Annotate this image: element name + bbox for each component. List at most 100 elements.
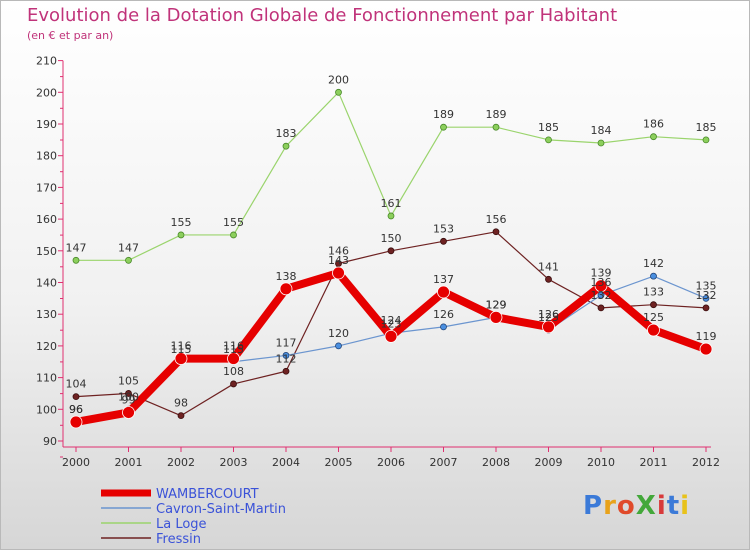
data-point-wambercourt — [647, 323, 660, 337]
data-label-fressin: 150 — [381, 232, 402, 245]
y-tick-label: 170 — [36, 181, 57, 194]
x-tick-label: 2001 — [115, 456, 143, 469]
data-label-cavron-saint-martin: 125 — [538, 311, 559, 324]
data-point-fressin — [702, 304, 710, 312]
data-point-wambercourt — [332, 266, 345, 280]
data-label-fressin: 98 — [174, 397, 188, 410]
data-label-fressin: 141 — [538, 260, 559, 273]
data-point-wambercourt — [279, 282, 293, 296]
data-label-wambercourt: 138 — [276, 270, 297, 283]
data-label-la-loge: 184 — [591, 124, 612, 137]
data-point-fressin — [440, 237, 447, 245]
data-label-wambercourt: 99 — [122, 393, 136, 406]
axes: 90 100 110 120 130 140 150 160 170 180 190 200 210 20… — [36, 55, 720, 469]
data-label-fressin: 108 — [223, 365, 244, 378]
data-label-la-loge: 161 — [381, 197, 402, 210]
data-label-fressin: 146 — [328, 244, 349, 257]
legend-label-cavron-saint-martin: Cavron-Saint-Martin — [156, 502, 286, 517]
data-label-wambercourt: 125 — [643, 311, 664, 324]
data-point-la-loge — [125, 256, 132, 264]
data-label-wambercourt: 123 — [381, 317, 402, 330]
data-label-la-loge: 183 — [276, 127, 297, 140]
x-tick-label: 2009 — [535, 456, 563, 469]
data-point-fressin — [492, 228, 500, 236]
data-point-la-loge — [230, 231, 237, 239]
data-label-wambercourt: 96 — [69, 403, 83, 416]
data-point-fressin — [597, 304, 605, 312]
data-label-cavron-saint-martin: 142 — [643, 257, 664, 270]
x-tick-label: 2011 — [640, 456, 668, 469]
data-point-la-loge — [335, 88, 342, 96]
data-label-fressin: 156 — [486, 213, 507, 226]
x-tick-label: 2007 — [430, 456, 458, 469]
data-label-wambercourt: 116 — [171, 340, 192, 353]
y-tick-label: 150 — [36, 245, 57, 258]
data-point-wambercourt — [489, 310, 503, 324]
data-label-fressin: 105 — [118, 374, 139, 387]
data-label-cavron-saint-martin: 120 — [328, 327, 349, 340]
data-label-la-loge: 185 — [538, 121, 559, 134]
data-point-la-loge — [597, 139, 605, 147]
data-label-la-loge: 155 — [223, 216, 244, 229]
data-label-wambercourt: 116 — [223, 340, 244, 353]
data-label-cavron-saint-martin: 135 — [696, 279, 717, 292]
data-label-fressin: 153 — [433, 222, 454, 235]
x-tick-label: 2000 — [62, 456, 90, 469]
y-tick-label: 110 — [36, 372, 57, 385]
data-label-fressin: 132 — [591, 289, 612, 302]
data-point-fressin — [335, 260, 342, 267]
data-point-la-loge — [177, 231, 185, 239]
legend-label-fressin: Fressin — [156, 532, 201, 547]
data-point-fressin — [650, 301, 657, 309]
data-point-fressin — [230, 380, 237, 388]
y-tick-label: 140 — [36, 277, 57, 290]
data-point-fressin — [282, 367, 290, 375]
data-label-wambercourt: 137 — [433, 273, 454, 286]
data-label-cavron-saint-martin: 115 — [223, 343, 244, 356]
logo-letter: P — [583, 491, 604, 521]
data-label-cavron-saint-martin: 129 — [486, 298, 507, 311]
data-label-la-loge: 147 — [118, 241, 139, 254]
data-point-wambercourt — [437, 285, 450, 299]
data-point-cavron-saint-martin — [282, 352, 290, 359]
x-tick-label: 2012 — [692, 456, 720, 469]
x-tick-label: 2004 — [272, 456, 300, 469]
series-layer — [69, 88, 713, 429]
data-point-la-loge — [440, 123, 447, 131]
data-point-fressin — [545, 275, 552, 283]
data-label-la-loge: 189 — [486, 108, 507, 121]
x-tick-label: 2006 — [377, 456, 405, 469]
data-label-cavron-saint-martin: 136 — [591, 276, 612, 289]
data-point-la-loge — [545, 136, 552, 144]
data-point-la-loge — [387, 212, 395, 220]
data-label-fressin: 104 — [66, 378, 87, 391]
logo-letter: i — [680, 491, 691, 521]
x-tick-label: 2008 — [482, 456, 510, 469]
data-label-cavron-saint-martin: 124 — [381, 314, 402, 327]
data-label-wambercourt: 139 — [591, 267, 612, 280]
data-label-la-loge: 147 — [66, 241, 87, 254]
data-point-wambercourt — [594, 279, 608, 293]
data-point-cavron-saint-martin — [597, 291, 605, 299]
y-tick-label: 100 — [36, 403, 57, 416]
data-label-wambercourt: 126 — [538, 308, 559, 321]
chart-title: Evolution de la Dotation Globale de Fonc… — [27, 5, 618, 26]
x-tick-label: 2010 — [587, 456, 615, 469]
data-label-wambercourt: 143 — [328, 254, 349, 267]
data-label-cavron-saint-martin: 117 — [276, 336, 297, 349]
x-tick-label: 2002 — [167, 456, 195, 469]
data-point-fressin — [125, 390, 132, 397]
logo-letter: r — [603, 491, 617, 521]
data-label-cavron-saint-martin: 115 — [171, 343, 192, 356]
y-tick-label: 90 — [43, 435, 57, 448]
data-point-cavron-saint-martin — [702, 294, 710, 302]
legend-label-wambercourt: WAMBERCOURT — [156, 487, 259, 502]
data-point-wambercourt — [542, 320, 555, 334]
data-label-cavron-saint-martin: 96 — [69, 403, 83, 416]
y-tick-label: 190 — [36, 118, 57, 131]
data-label-la-loge: 200 — [328, 73, 349, 86]
data-label-fressin: 132 — [696, 289, 717, 302]
legend-label-la-loge: La Loge — [156, 517, 207, 532]
